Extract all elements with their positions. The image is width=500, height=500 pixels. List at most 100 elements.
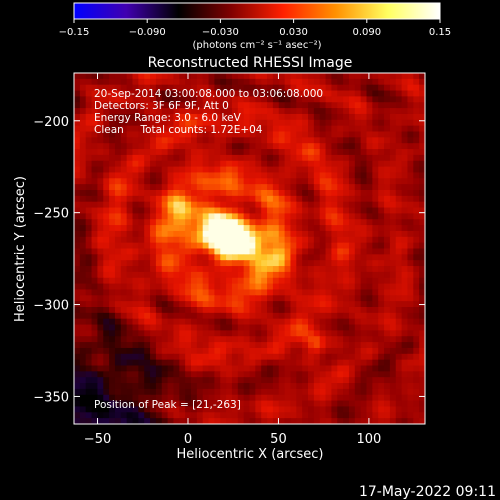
heatmap-cell — [302, 406, 309, 413]
heatmap-cell — [79, 143, 87, 150]
heatmap-cell — [109, 394, 116, 402]
heatmap-cell — [97, 225, 104, 232]
heatmap-cell — [161, 166, 169, 174]
heatmap-cell — [366, 242, 373, 250]
heatmap-cell — [237, 137, 245, 144]
heatmap-cell — [284, 330, 292, 337]
heatmap-cell — [91, 347, 98, 355]
heatmap-cell — [114, 178, 122, 185]
heatmap-cell — [284, 394, 292, 402]
heatmap-cell — [267, 336, 274, 343]
heatmap-cell — [220, 160, 227, 168]
heatmap-cell — [79, 266, 87, 273]
heatmap-cell — [284, 195, 292, 203]
heatmap-cell — [384, 143, 391, 150]
heatmap-cell — [319, 84, 327, 92]
heatmap-cell — [267, 260, 274, 267]
heatmap-cell — [237, 225, 245, 232]
heatmap-cell — [348, 377, 356, 384]
heatmap-cell — [202, 207, 210, 214]
heatmap-cell — [290, 394, 297, 402]
heatmap-cell — [109, 412, 116, 419]
heatmap-cell — [267, 154, 274, 162]
heatmap-cell — [278, 172, 286, 179]
heatmap-cell — [308, 394, 315, 402]
heatmap-cell — [202, 254, 210, 261]
heatmap-cell — [173, 149, 180, 156]
heatmap-cell — [255, 178, 262, 185]
heatmap-cell — [126, 195, 134, 203]
heatmap-cell — [267, 318, 274, 326]
heatmap-cell — [348, 96, 356, 103]
heatmap-cell — [126, 277, 134, 285]
heatmap-cell — [366, 102, 373, 109]
heatmap-cell — [144, 412, 151, 419]
heatmap-cell — [348, 102, 356, 109]
heatmap-cell — [296, 219, 303, 226]
heatmap-cell — [120, 412, 128, 419]
heatmap-cell — [120, 143, 128, 150]
heatmap-cell — [384, 236, 391, 244]
heatmap-cell — [185, 266, 192, 273]
heatmap-cell — [114, 113, 122, 121]
heatmap-cell — [167, 347, 175, 355]
heatmap-cell — [196, 277, 204, 285]
heatmap-cell — [360, 160, 368, 168]
heatmap-cell — [284, 271, 292, 279]
heatmap-cell — [85, 342, 93, 349]
heatmap-cell — [91, 277, 98, 285]
heatmap-cell — [302, 201, 309, 209]
heatmap-cell — [114, 131, 122, 138]
heatmap-cell — [348, 149, 356, 156]
heatmap-cell — [196, 336, 204, 343]
heatmap-cell — [290, 330, 297, 337]
heatmap-cell — [354, 108, 362, 115]
heatmap-cell — [413, 166, 420, 174]
heatmap-cell — [173, 102, 180, 109]
heatmap-cell — [319, 108, 327, 115]
heatmap-cell — [337, 406, 344, 413]
heatmap-cell — [360, 225, 368, 232]
heatmap-cell — [337, 347, 344, 355]
heatmap-cell — [272, 289, 280, 296]
heatmap-cell — [389, 84, 397, 92]
heatmap-cell — [191, 377, 198, 384]
heatmap-cell — [331, 219, 338, 226]
heatmap-cell — [360, 412, 368, 419]
heatmap-cell — [144, 295, 151, 302]
heatmap-cell — [401, 377, 409, 384]
heatmap-cell — [185, 365, 192, 372]
heatmap-cell — [103, 406, 110, 413]
heatmap-cell — [413, 412, 420, 419]
heatmap-cell — [120, 377, 128, 384]
heatmap-cell — [208, 137, 215, 144]
heatmap-cell — [319, 96, 327, 103]
heatmap-cell — [343, 178, 350, 185]
heatmap-cell — [395, 266, 403, 273]
heatmap-cell — [255, 160, 262, 168]
heatmap-cell — [337, 172, 344, 179]
heatmap-cell — [366, 230, 373, 238]
heatmap-cell — [138, 190, 145, 197]
heatmap-cell — [308, 219, 315, 226]
heatmap-cell — [161, 418, 169, 424]
heatmap-cell — [109, 143, 116, 150]
heatmap-cell — [308, 353, 315, 361]
heatmap-cell — [313, 207, 321, 214]
heatmap-cell — [220, 277, 227, 285]
heatmap-cell — [313, 190, 321, 197]
heatmap-cell — [389, 342, 397, 349]
heatmap-cell — [290, 283, 297, 291]
heatmap-cell — [132, 324, 139, 331]
heatmap-cell — [132, 225, 139, 232]
heatmap-cell — [138, 90, 145, 97]
heatmap-cell — [302, 184, 309, 191]
heatmap-cell — [167, 178, 175, 185]
heatmap-cell — [191, 90, 198, 97]
heatmap-cell — [331, 225, 338, 232]
heatmap-cell — [261, 347, 268, 355]
heatmap-cell — [103, 137, 110, 144]
heatmap-cell — [407, 184, 414, 191]
heatmap-cell — [343, 137, 350, 144]
heatmap-cell — [214, 266, 221, 273]
